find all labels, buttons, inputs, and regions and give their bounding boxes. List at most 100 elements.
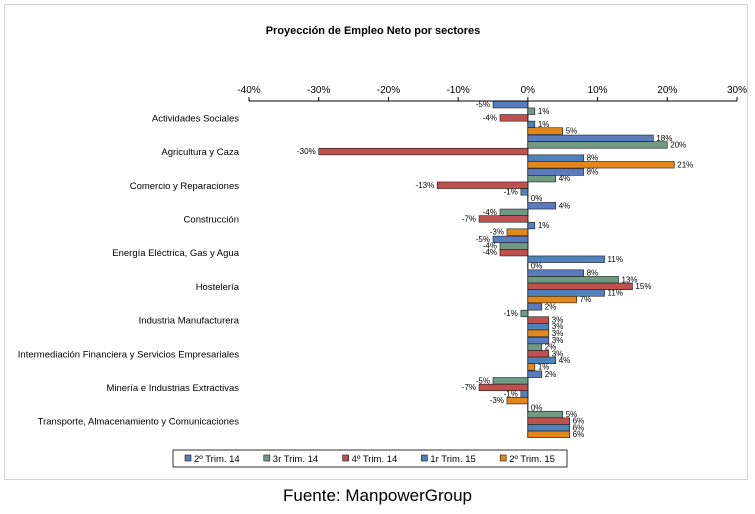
legend-label: 2º Trim. 14 — [194, 454, 240, 465]
data-label: 15% — [635, 282, 651, 291]
data-label: -5% — [476, 100, 490, 109]
bar — [436, 181, 529, 189]
bar — [527, 417, 570, 425]
bar — [499, 242, 529, 250]
category-label: Construcción — [184, 214, 239, 225]
x-tick-label: 10% — [588, 85, 608, 96]
data-label: -4% — [483, 242, 497, 251]
data-label: 0% — [531, 261, 543, 270]
category-label: Comercio y Reparaciones — [130, 181, 240, 192]
data-label: -3% — [490, 228, 504, 237]
data-label: -5% — [476, 235, 490, 244]
data-label: 4% — [559, 201, 571, 210]
legend-box — [172, 449, 568, 468]
bar — [520, 309, 529, 318]
legend-swatch — [184, 454, 192, 462]
data-label: 8% — [587, 168, 599, 177]
category-label: Agricultura y Caza — [161, 147, 239, 158]
bar — [527, 202, 557, 210]
bar — [527, 343, 543, 351]
bar — [492, 101, 529, 109]
bar — [520, 390, 529, 398]
data-label: 21% — [677, 160, 693, 169]
data-label: -1% — [504, 309, 518, 318]
data-label: 6% — [573, 417, 585, 426]
category-label: Energía Eléctrica, Gas y Agua — [112, 248, 239, 259]
data-label: -13% — [416, 181, 435, 190]
data-label: 2% — [545, 302, 557, 311]
data-label: 8% — [587, 154, 599, 163]
bar — [527, 221, 536, 230]
data-label: 6% — [573, 423, 585, 432]
data-label: 18% — [656, 134, 672, 143]
data-label: 20% — [670, 140, 686, 149]
bar — [527, 289, 605, 297]
x-tick-label: -30% — [307, 85, 330, 96]
bar — [527, 161, 675, 169]
bar — [527, 316, 550, 324]
x-tick-label: -20% — [377, 85, 400, 96]
bar — [527, 154, 584, 162]
bar — [527, 350, 550, 358]
x-tick-label: 20% — [657, 85, 677, 96]
bar — [527, 410, 564, 419]
data-label: -3% — [490, 396, 504, 405]
x-tick-label: -40% — [237, 85, 260, 96]
bar — [527, 329, 550, 337]
data-label: -5% — [476, 376, 490, 385]
bar — [527, 323, 550, 331]
bar — [527, 430, 570, 438]
bar — [527, 107, 536, 115]
legend-label: 2º Trim. 15 — [509, 454, 555, 465]
data-label: 11% — [608, 255, 623, 264]
x-tick-label: 30% — [727, 85, 747, 96]
bar — [318, 147, 529, 156]
category-label: Transporte, Almacenamiento y Comunicacio… — [38, 417, 240, 428]
legend-swatch — [263, 454, 271, 462]
bar-chart: Proyección de Empleo Neto por sectores -4… — [18, 25, 747, 468]
legend-swatch — [342, 454, 349, 462]
data-label: 3% — [552, 316, 564, 325]
bar — [527, 276, 619, 284]
data-label: 1% — [538, 362, 550, 371]
data-label: -4% — [483, 208, 497, 217]
x-tick-label: 0% — [521, 85, 536, 96]
chart-title: Proyección de Empleo Neto por sectores — [266, 25, 481, 37]
data-label: 3% — [552, 349, 564, 358]
bar — [506, 397, 529, 405]
category-label: Actividades Sociales — [152, 113, 239, 124]
data-label: 5% — [566, 410, 578, 419]
data-label: 2% — [545, 370, 557, 379]
legend-label: 1r Trim. 15 — [430, 454, 475, 465]
legend-swatch — [499, 454, 507, 462]
data-label: 6% — [573, 430, 585, 439]
bar — [506, 228, 529, 236]
bar — [527, 303, 543, 311]
bar — [527, 363, 536, 371]
bar — [527, 295, 577, 304]
data-label: -4% — [483, 248, 497, 257]
data-label: 3% — [552, 329, 564, 338]
x-tick-label: -10% — [446, 85, 469, 96]
data-label: 7% — [580, 295, 592, 304]
category-label: Minería e Industrias Extractivas — [106, 383, 239, 394]
data-label: 2% — [545, 343, 557, 352]
category-label: Industria Manufacturera — [139, 316, 240, 327]
data-label: 8% — [587, 269, 599, 278]
bar — [492, 235, 529, 244]
data-label: 1% — [538, 120, 550, 129]
bar — [527, 120, 536, 129]
bar — [527, 141, 668, 149]
data-label: 1% — [538, 107, 550, 116]
bar — [527, 168, 584, 176]
data-label: 1% — [538, 221, 550, 230]
data-label: 0% — [531, 194, 543, 203]
bar — [527, 269, 584, 277]
bar — [499, 114, 529, 122]
data-label: 4% — [559, 356, 571, 365]
data-label: -30% — [297, 147, 316, 156]
bar — [478, 383, 529, 392]
bar — [527, 424, 570, 432]
bar — [527, 370, 543, 378]
bar — [527, 356, 557, 364]
